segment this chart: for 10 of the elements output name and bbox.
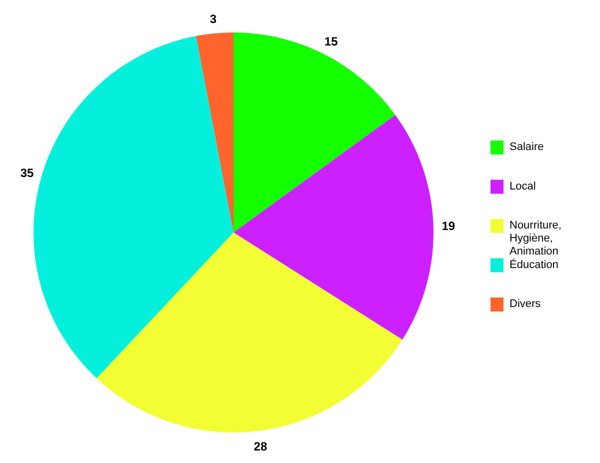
legend-label: Éducation — [510, 258, 558, 271]
data-label: 3 — [210, 12, 217, 26]
data-label: 35 — [20, 166, 34, 180]
legend-label: Salaire — [510, 141, 544, 153]
data-label: 15 — [324, 34, 338, 48]
legend-label: Local — [510, 180, 536, 192]
legend-label: Divers — [510, 298, 542, 310]
data-label: 19 — [442, 219, 456, 234]
legend-label: Nourriture, Hygiène, Animation — [510, 220, 562, 258]
data-label: 28 — [254, 439, 268, 454]
